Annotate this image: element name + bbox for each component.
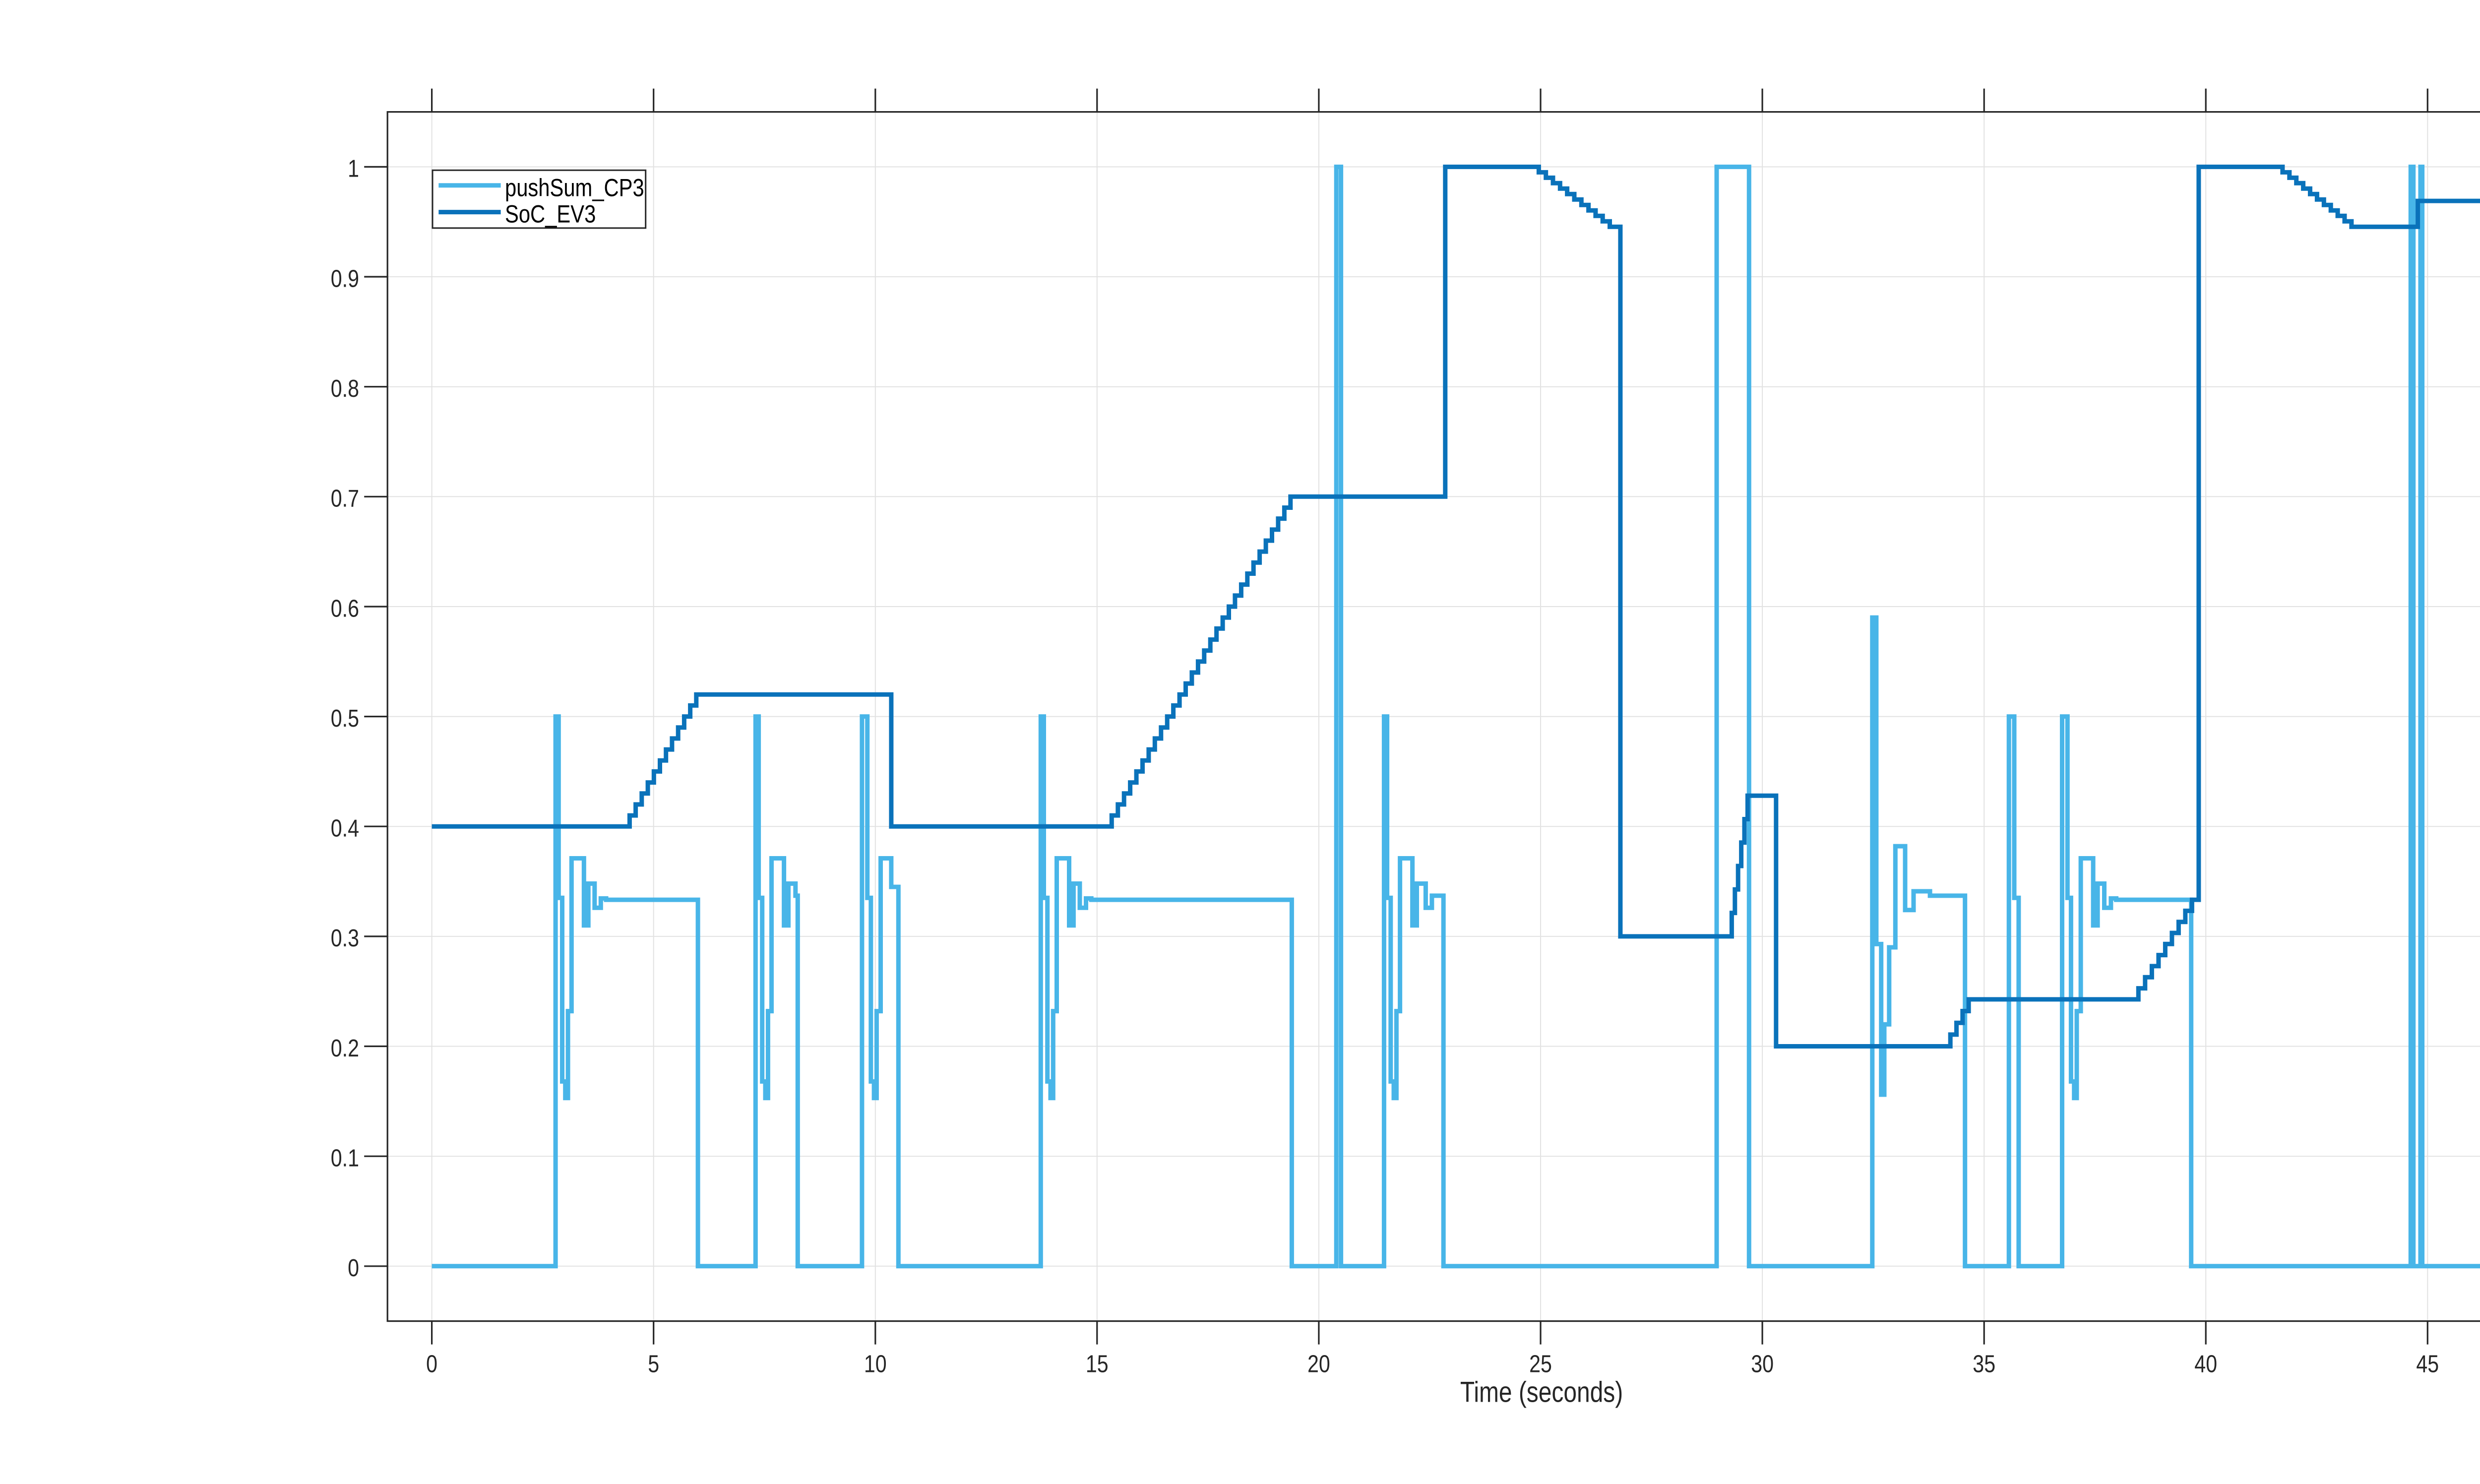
svg-text:0.5: 0.5 [331,705,359,732]
svg-text:SoC_EV3: SoC_EV3 [505,200,596,228]
svg-text:0.1: 0.1 [331,1144,359,1172]
svg-text:0: 0 [348,1254,359,1282]
svg-text:0.6: 0.6 [331,595,359,622]
svg-text:0: 0 [426,1350,437,1377]
svg-text:pushSum_CP3: pushSum_CP3 [505,174,644,201]
svg-text:0.3: 0.3 [331,925,359,952]
svg-text:0.9: 0.9 [331,265,359,292]
svg-text:40: 40 [2194,1350,2217,1377]
svg-text:1: 1 [348,155,359,182]
svg-text:10: 10 [864,1350,887,1377]
svg-text:0.2: 0.2 [331,1034,359,1061]
svg-text:35: 35 [1973,1350,1995,1377]
svg-text:20: 20 [1307,1350,1330,1377]
svg-text:25: 25 [1529,1350,1552,1377]
svg-text:30: 30 [1751,1350,1774,1377]
svg-text:0.4: 0.4 [331,814,359,842]
svg-text:Time (seconds): Time (seconds) [1460,1376,1623,1408]
svg-text:0.7: 0.7 [331,485,359,512]
svg-text:0.8: 0.8 [331,375,359,402]
svg-text:15: 15 [1086,1350,1109,1377]
svg-text:5: 5 [648,1350,659,1377]
svg-text:45: 45 [2416,1350,2439,1377]
